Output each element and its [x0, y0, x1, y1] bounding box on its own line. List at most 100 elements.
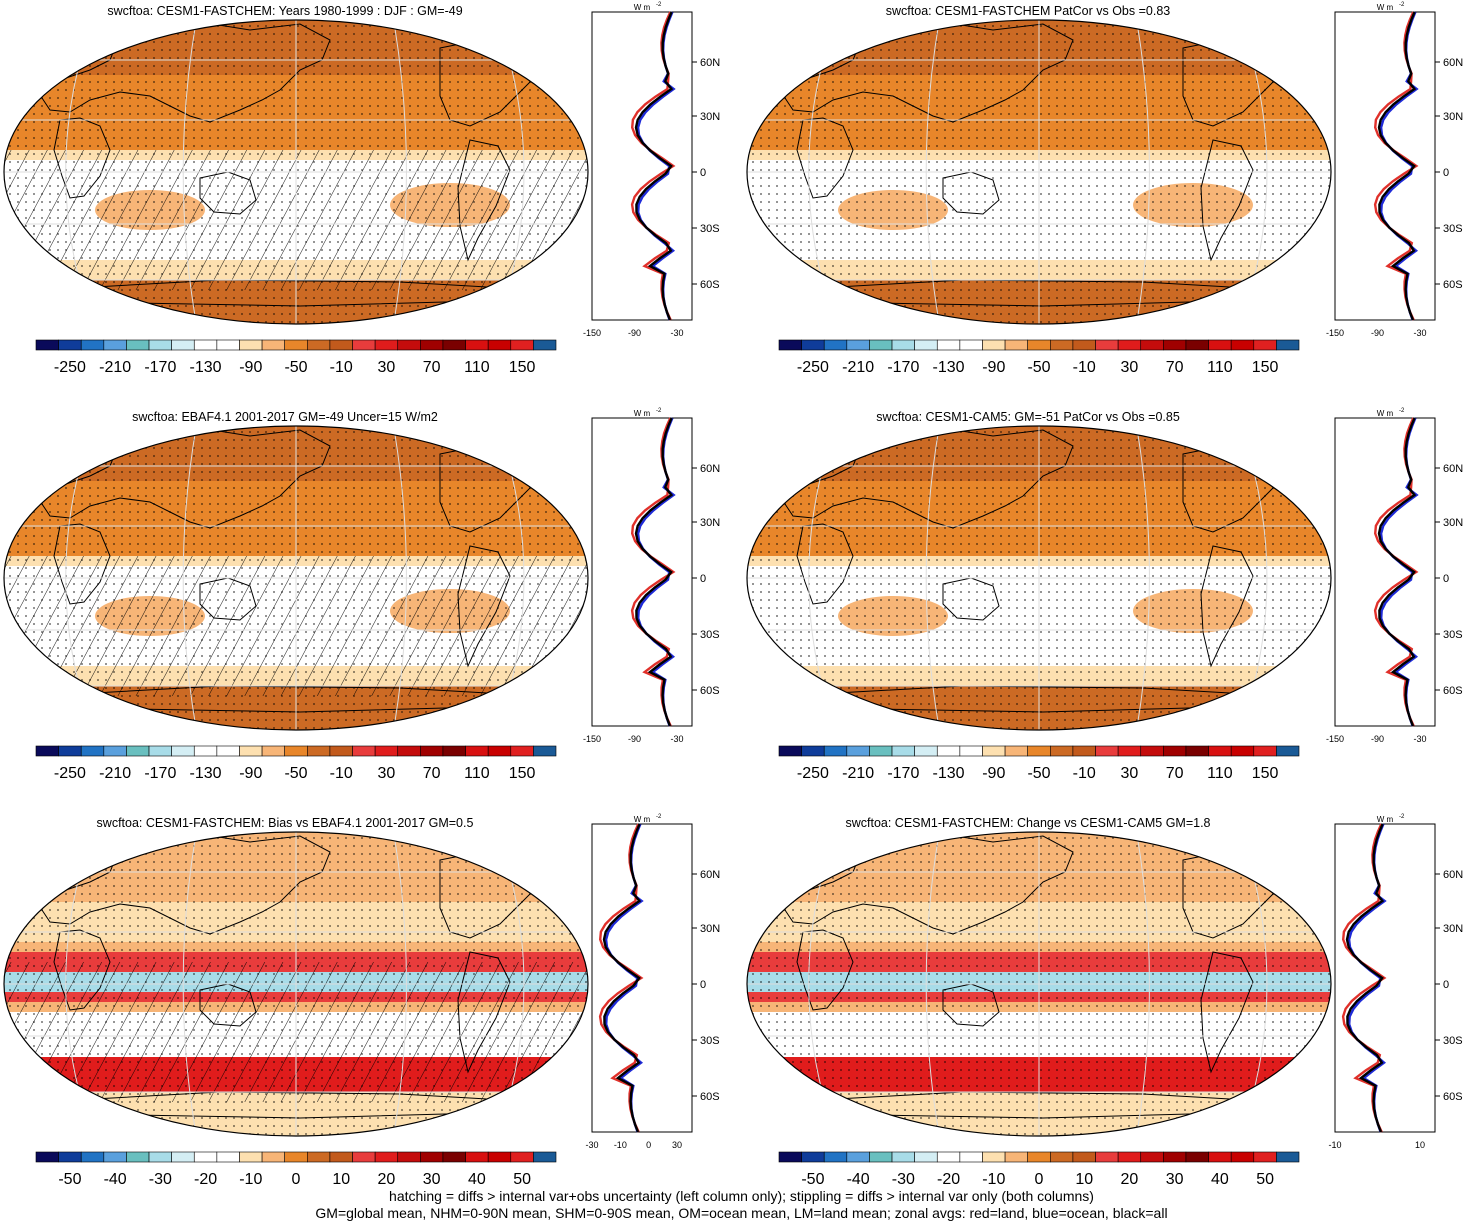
footer-line-1: hatching = diffs > internal var+obs unce…: [389, 1188, 1094, 1204]
colorbar-label: -10: [982, 1171, 1005, 1188]
colorbar-label: 40: [1211, 1171, 1229, 1188]
colorbar-swatch: [936, 745, 961, 757]
zonal-lat-label: 30N: [700, 517, 720, 529]
zonal-value-label: 0: [646, 1140, 651, 1150]
colorbar-label: 0: [1035, 1171, 1044, 1188]
colorbar-swatch: [869, 339, 893, 351]
colorbar-label: 150: [509, 359, 536, 376]
colorbar-swatch: [126, 339, 150, 351]
zonal-value-label: -10: [1328, 1140, 1341, 1150]
colorbar-swatch: [442, 339, 466, 351]
zonal-unit-label: W m: [1377, 3, 1394, 12]
grid-meridian: [182, 20, 201, 324]
colorbar-swatch: [914, 1151, 938, 1163]
zonal-lat-label: 30N: [700, 923, 720, 935]
colorbar-swatch: [307, 1151, 331, 1163]
zonal-unit-superscript: -2: [1399, 2, 1405, 8]
colorbar-label: -50: [284, 765, 307, 782]
colorbar-swatch: [103, 1151, 127, 1163]
colorbar-swatch: [1072, 1151, 1096, 1163]
map-border: [746, 425, 1332, 731]
zonal-value-label: -150: [583, 328, 601, 338]
zonal-frame: [591, 417, 693, 727]
colorbar-label: 0: [292, 1171, 301, 1188]
grid-meridian: [389, 426, 407, 730]
colorbar-swatch: [487, 1151, 512, 1163]
colorbar-swatch: [80, 339, 105, 351]
continent-outline: [457, 951, 511, 1074]
zonal-curve-ocean: [636, 11, 676, 321]
zonal-value-label: -10: [614, 1140, 627, 1150]
zonal-frame: [591, 823, 693, 1133]
panel-graphics: -50 -40 -30 -20 -10 0 10 20 30 40 50 W m -2 60N 30N 0 30…: [3, 814, 720, 1188]
colorbar-swatch: [1140, 339, 1164, 351]
zonal-lat-label: 0: [1443, 979, 1449, 991]
colorbar-swatch: [1117, 745, 1142, 757]
colorbar-label: -50: [1027, 359, 1050, 376]
colorbar-swatch: [1095, 339, 1119, 351]
colorbar-swatch: [869, 1151, 893, 1163]
zonal-lat-label: 60S: [1443, 279, 1463, 291]
zonal-curve-land: [630, 11, 676, 321]
colorbar-swatch: [261, 1151, 285, 1163]
zonal-curve-all: [602, 823, 642, 1133]
zonal-curve-ocean: [636, 417, 676, 727]
zonal-lat-label: 30S: [1443, 223, 1463, 235]
zonal-value-label: -150: [583, 734, 601, 744]
zonal-lat-label: 30S: [700, 629, 720, 641]
colorbar-swatch: [823, 1151, 848, 1163]
colorbar-label: -130: [933, 765, 965, 782]
panel-swcftoa-fastchem-djf: swcftoa: CESM1-FASTCHEM: Years 1980-1999…: [0, 0, 740, 405]
continent-outline: [457, 139, 511, 262]
colorbar-swatch: [126, 1151, 150, 1163]
zonal-value-label: -30: [1413, 734, 1426, 744]
panel-title: swcftoa: CESM1-CAM5: GM=-51 PatCor vs Ob…: [876, 410, 1180, 424]
continent-outline: [796, 117, 854, 199]
colorbar-swatch: [103, 745, 127, 757]
zonal-lat-label: 60S: [700, 685, 720, 697]
colorbar-swatch: [442, 1151, 466, 1163]
zonal-value-label: 10: [1415, 1140, 1425, 1150]
zonal-unit-superscript: -2: [1399, 408, 1405, 414]
colorbar-swatch: [1050, 339, 1074, 351]
colorbar-swatch: [193, 1151, 218, 1163]
colorbar-swatch: [959, 339, 983, 351]
zonal-curve-land: [630, 417, 676, 727]
colorbar-label: 30: [423, 1171, 441, 1188]
zonal-unit-label: W m: [1377, 815, 1394, 824]
colorbar-swatch: [1050, 1151, 1074, 1163]
continent-outline: [942, 171, 1000, 215]
panel-graphics: -250 -210 -170 -130 -90 -50 -10 30 70 110 150 W m -2…: [746, 408, 1463, 782]
colorbar-swatch: [959, 745, 983, 757]
continent-outline: [1200, 951, 1254, 1074]
map-field: [4, 832, 588, 1136]
colorbar-swatch: [329, 1151, 353, 1163]
colorbar-swatch: [1072, 745, 1096, 757]
panel-title: swcftoa: CESM1-FASTCHEM PatCor vs Obs =0…: [885, 4, 1171, 18]
colorbar: -250 -210 -170 -130 -90 -50 -10 30 70 110 150: [35, 745, 557, 782]
panel-swcftoa-ebaf: swcftoa: EBAF4.1 2001-2017 GM=-49 Uncer=…: [0, 406, 740, 811]
panel-swcftoa-fastchem-patcor: swcftoa: CESM1-FASTCHEM PatCor vs Obs =0…: [743, 0, 1483, 405]
zonal-lat-label: 0: [700, 167, 706, 179]
zonal-mean-plot: W m -2 60N 30N 0 30S 60S -150 -90 -30: [1326, 408, 1463, 744]
grid-meridian: [389, 20, 407, 324]
colorbar-swatch: [465, 1151, 489, 1163]
colorbar-label: -90: [982, 359, 1005, 376]
continent-outline: [796, 523, 854, 605]
colorbar-swatch: [420, 339, 444, 351]
colorbar-swatch: [1095, 745, 1119, 757]
zonal-curve-land: [1373, 11, 1419, 321]
colorbar-swatch: [823, 339, 848, 351]
colorbar-swatch: [487, 745, 512, 757]
colorbar-label: 110: [464, 765, 490, 782]
colorbar-swatch: [58, 1151, 82, 1163]
zonal-curve-all: [1345, 823, 1385, 1133]
continent-outline: [942, 983, 1000, 1027]
panel-graphics: -250 -210 -170 -130 -90 -50 -10 30 70 110 150 W m -2…: [3, 2, 720, 376]
zonal-value-label: -30: [1413, 328, 1426, 338]
colorbar-swatch: [891, 1151, 915, 1163]
colorbar-swatch: [329, 339, 353, 351]
colorbar-swatch: [1276, 745, 1300, 757]
colorbar-label: 30: [378, 765, 396, 782]
colorbar-label: -30: [892, 1171, 915, 1188]
